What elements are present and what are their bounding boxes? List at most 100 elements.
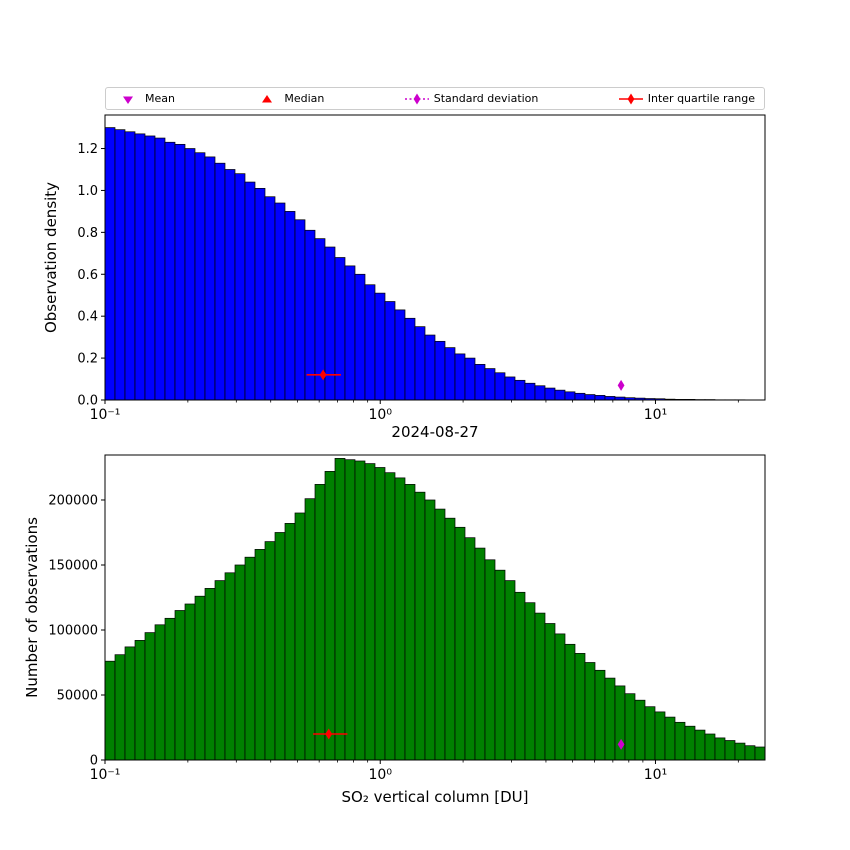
histogram-bar [374,292,386,401]
x-tick-label: 10⁻¹ [90,767,121,783]
y-tick-label: 0.8 [77,226,98,241]
histogram-bar [444,517,456,761]
histogram-bar [504,580,516,761]
triangle-up-icon [262,94,273,102]
histogram-bar [354,273,366,401]
histogram-bar [664,716,676,761]
legend-label: Median [284,92,325,105]
histogram-bar [524,382,536,401]
y-tick-label: 0.0 [77,394,98,409]
histogram-bar [284,211,296,401]
histogram-bar [354,460,366,761]
histogram-bar [534,385,546,401]
x-tick-label: 10¹ [644,407,667,423]
histogram-bar [234,173,246,401]
histogram-bar [324,246,336,401]
histogram-bar [694,729,706,761]
histogram-bar [104,660,116,761]
histogram-bar [394,309,406,401]
histogram-bar [184,148,196,401]
histogram-bar [754,746,766,761]
legend-item-mean: Mean [115,92,175,106]
inter-quartile-range-marker-icon [319,369,327,381]
histogram-bar [544,623,556,761]
histogram-bar [244,181,256,401]
histogram-bar [484,559,496,761]
histogram-bar [404,317,416,401]
histogram-bar [494,569,506,761]
histogram-bar [134,640,146,761]
y-tick-label: 0.6 [77,268,98,283]
y-tick-label: 50000 [57,688,98,703]
histogram-bar [234,564,246,761]
histogram-bar [304,498,316,761]
histogram-bar [434,508,446,761]
x-tick-label: 10⁻¹ [90,407,121,423]
histogram-bar [554,633,566,761]
x-tick-label: 10⁰ [369,767,393,783]
histogram-bar [394,477,406,761]
histogram-bar [144,135,156,401]
histogram-bar [364,463,376,761]
legend-item-standard-deviation: Standard deviation [404,92,538,106]
histogram-bar [604,677,616,761]
histogram-bar [734,742,746,761]
histogram-bar [344,265,356,401]
histogram-bar [214,580,226,761]
histogram-bar [444,347,456,401]
histogram-bar [274,532,286,761]
histogram-bar [564,391,576,401]
histogram-bar [134,133,146,401]
histogram-bar [684,725,696,761]
histogram-bar [704,733,716,761]
histogram-bar [294,512,306,761]
legend-item-inter-quartile-range: Inter quartile range [618,92,755,106]
histogram-bar [634,699,646,761]
y-tick-label: 100000 [48,623,98,638]
axes-frame [104,114,766,401]
histogram-bar [224,572,236,761]
histogram-bar [174,610,186,761]
histogram-bar [154,137,166,401]
histogram-bar [644,706,656,761]
histogram-bar [364,284,376,401]
histogram-bar [274,202,286,401]
y-tick-label: 0 [90,754,98,769]
histogram-bar [594,669,606,761]
histogram-bar [284,523,296,761]
histogram-bar [584,662,596,761]
histogram-bar [314,484,326,761]
histogram-bar [194,595,206,761]
histogram-bar [504,376,516,401]
histogram-bar [514,379,526,401]
triangle-down-icon [123,96,133,104]
histogram-bar [604,396,616,401]
histogram-bar [484,368,496,401]
x-axis-label: SO₂ vertical column [DU] [341,788,528,806]
histogram-bar [264,541,276,761]
legend-label: Mean [145,92,175,105]
histogram-bar [114,654,126,761]
histogram-bar [414,326,426,401]
histogram-bar [204,156,216,401]
legend-item-median: Median [254,92,324,106]
histogram-bar [744,745,756,761]
y-axis-label: Number of observations [23,517,41,698]
legend: Mean Median Standard deviation Inter quarti… [105,87,765,110]
histogram-bar [254,549,266,761]
y-tick-label: 1.2 [77,142,98,157]
histogram-bar [514,591,526,761]
histogram-bar [224,169,236,401]
y-tick-label: 200000 [48,493,98,508]
histogram-bar [124,131,136,401]
histogram-bar [674,721,686,761]
y-tick-label: 150000 [48,558,98,573]
histogram-bar [294,219,306,401]
histogram-bar [174,143,186,401]
histogram-bar [454,526,466,761]
histogram-bar [564,643,576,761]
thin-diamond-icon [404,93,429,104]
histogram-bar [474,547,486,761]
histogram-bar [374,467,386,761]
